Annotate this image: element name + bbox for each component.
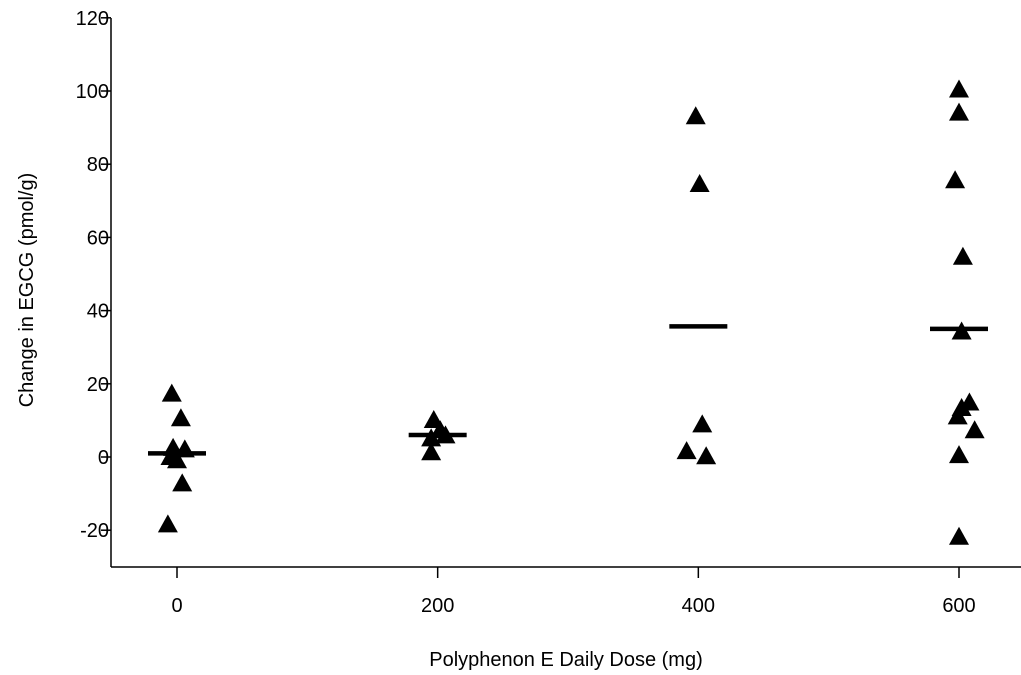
data-point-triangle: [964, 420, 985, 439]
group-means: [148, 324, 988, 456]
data-point-triangle: [170, 408, 191, 427]
data-point-triangle: [945, 170, 966, 189]
x-tick-label: 200: [421, 595, 454, 617]
data-points: [157, 79, 985, 545]
data-point-triangle: [949, 445, 969, 464]
data-point-triangle: [157, 514, 178, 533]
y-axis-title: Change in EGCG (pmol/g): [16, 173, 38, 408]
data-point-triangle: [676, 441, 697, 460]
y-tick-label: 120: [76, 8, 109, 30]
data-point-triangle: [421, 428, 442, 447]
y-tick-label: 100: [76, 81, 109, 103]
data-point-triangle: [161, 383, 182, 402]
data-point-triangle: [685, 106, 706, 125]
data-point-triangle: [692, 414, 713, 433]
data-point-triangle: [949, 79, 969, 98]
x-axis-ticks: 0 200 400 600: [171, 567, 976, 617]
y-axis-ticks: -20 0 20 40 60 80 100 120: [76, 8, 111, 542]
y-tick-label: 40: [87, 301, 109, 323]
data-point-triangle: [689, 173, 710, 192]
data-point-triangle: [952, 246, 973, 265]
axes: [110, 18, 1021, 568]
y-tick-label: 60: [87, 227, 109, 249]
data-point-triangle: [949, 526, 969, 545]
y-tick-label: 80: [87, 154, 109, 176]
x-axis-title: Polyphenon E Daily Dose (mg): [429, 649, 702, 671]
data-point-triangle: [696, 446, 717, 465]
y-tick-label: 20: [87, 374, 109, 396]
data-point-triangle: [421, 442, 442, 461]
x-tick-label: 0: [171, 595, 182, 617]
y-tick-label: -20: [80, 520, 109, 542]
y-tick-label: 0: [98, 447, 109, 469]
x-tick-label: 600: [942, 595, 975, 617]
data-point-triangle: [167, 450, 187, 469]
data-point-triangle: [947, 406, 968, 425]
x-tick-label: 400: [682, 595, 715, 617]
data-point-triangle: [172, 473, 193, 492]
data-point-triangle: [949, 102, 969, 121]
